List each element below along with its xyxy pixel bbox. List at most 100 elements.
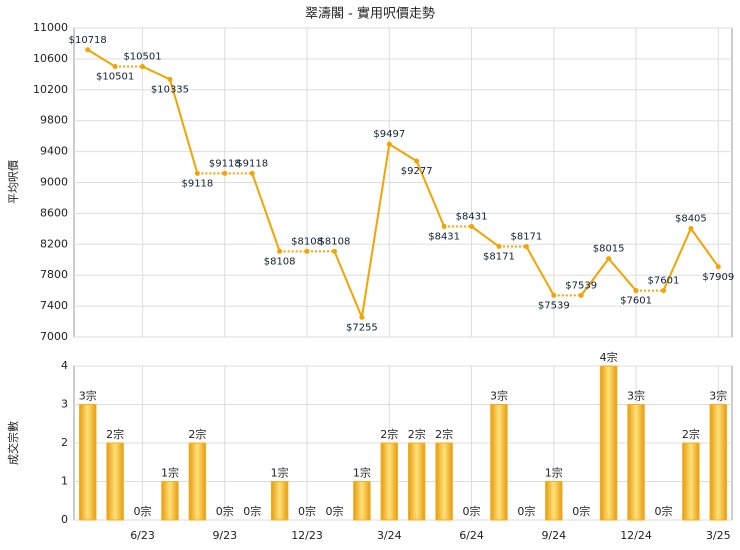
data-label: 4宗 (600, 350, 618, 364)
data-label: $9277 (401, 166, 433, 177)
y-axis-label: 平均呎價 (6, 160, 20, 204)
data-label: $10501 (96, 72, 134, 83)
data-label: $7601 (620, 296, 652, 307)
bar (270, 481, 289, 521)
point (606, 256, 612, 262)
bar (353, 481, 371, 521)
data-label: 2宗 (682, 427, 700, 441)
data-label: $8108 (291, 236, 323, 247)
point (688, 225, 694, 231)
data-label: 3宗 (709, 389, 727, 403)
y-tick-label: 10600 (33, 52, 68, 65)
bar (106, 442, 124, 521)
y-tick-label: 4 (61, 359, 68, 372)
data-label: 3宗 (627, 389, 645, 403)
data-label: $7909 (702, 272, 734, 283)
point (496, 244, 502, 250)
line-segment (87, 48, 116, 68)
data-label: $7539 (538, 300, 570, 311)
data-label: $8015 (593, 244, 625, 255)
point (551, 292, 557, 298)
data-label: 0宗 (243, 504, 261, 518)
point (331, 248, 337, 254)
line-segment (662, 228, 692, 291)
line-segment (690, 227, 720, 268)
y-tick-label: 3 (61, 398, 68, 411)
data-label: $9118 (181, 178, 213, 189)
y-tick-label: 2 (61, 436, 68, 449)
x-tick-label: 9/24 (541, 529, 566, 542)
chart-title: 翠濤閣 - 實用呎價走勢 (305, 6, 435, 22)
data-label: 1宗 (271, 466, 289, 480)
y-tick-label: 8200 (40, 237, 68, 250)
data-label: $8405 (675, 213, 707, 224)
data-label: 2宗 (106, 427, 124, 441)
x-tick-label: 9/23 (212, 529, 237, 542)
data-label: $10501 (123, 52, 161, 63)
x-tick-label: 3/24 (377, 529, 402, 542)
data-label: 0宗 (517, 504, 535, 518)
y-tick-label: 9400 (40, 145, 68, 158)
bar (380, 442, 399, 521)
data-label: $8108 (319, 236, 351, 247)
data-label: $7255 (346, 322, 378, 333)
point (386, 141, 392, 147)
bar (599, 365, 618, 521)
data-label: $10335 (151, 84, 189, 95)
point (277, 248, 283, 254)
data-label: $8171 (510, 232, 542, 243)
data-label: 0宗 (654, 504, 672, 518)
y-tick-label: 7000 (40, 330, 68, 343)
data-label: 0宗 (325, 504, 343, 518)
line-segment (251, 173, 281, 252)
bar (545, 481, 563, 521)
y-tick-label: 8600 (40, 206, 68, 219)
line-segment (470, 225, 500, 248)
data-label: 0宗 (216, 504, 234, 518)
data-label: $7539 (565, 280, 597, 291)
data-label: 3宗 (79, 389, 97, 403)
point (660, 288, 666, 294)
data-label: 1宗 (353, 466, 371, 480)
line-segment (360, 143, 391, 318)
data-label: $8431 (428, 231, 460, 242)
bar (188, 442, 207, 521)
data-label: 0宗 (134, 504, 152, 518)
x-tick-label: 12/24 (620, 529, 652, 542)
x-tick-label: 3/25 (706, 529, 731, 542)
point (469, 223, 475, 229)
point (441, 223, 447, 229)
data-label: 2宗 (435, 427, 453, 441)
line-segment (333, 251, 363, 318)
point (112, 64, 118, 70)
y-tick-label: 9800 (40, 114, 68, 127)
data-label: $8171 (483, 252, 515, 263)
data-label: 0宗 (572, 504, 590, 518)
data-label: 2宗 (380, 427, 398, 441)
point (633, 288, 639, 294)
point (359, 314, 365, 320)
line-segment (415, 160, 446, 227)
point (85, 47, 91, 53)
data-label: 0宗 (298, 504, 316, 518)
line-segment (580, 257, 610, 296)
bar (490, 404, 508, 521)
y-tick-label: 9000 (40, 176, 68, 189)
bar (709, 404, 728, 521)
point (167, 76, 173, 82)
y-axis-label: 成交宗數 (6, 421, 20, 465)
data-label: $8108 (264, 256, 296, 267)
point (715, 264, 721, 270)
x-tick-label: 6/24 (459, 529, 484, 542)
y-tick-label: 7400 (40, 299, 68, 312)
point (523, 244, 529, 250)
bar (161, 481, 179, 521)
y-tick-label: 0 (61, 513, 68, 526)
data-label: 3宗 (490, 389, 508, 403)
bar (682, 442, 700, 521)
bar (407, 442, 426, 521)
bar (78, 404, 97, 521)
x-tick-label: 12/23 (291, 529, 323, 542)
y-tick-label: 1 (61, 475, 68, 488)
